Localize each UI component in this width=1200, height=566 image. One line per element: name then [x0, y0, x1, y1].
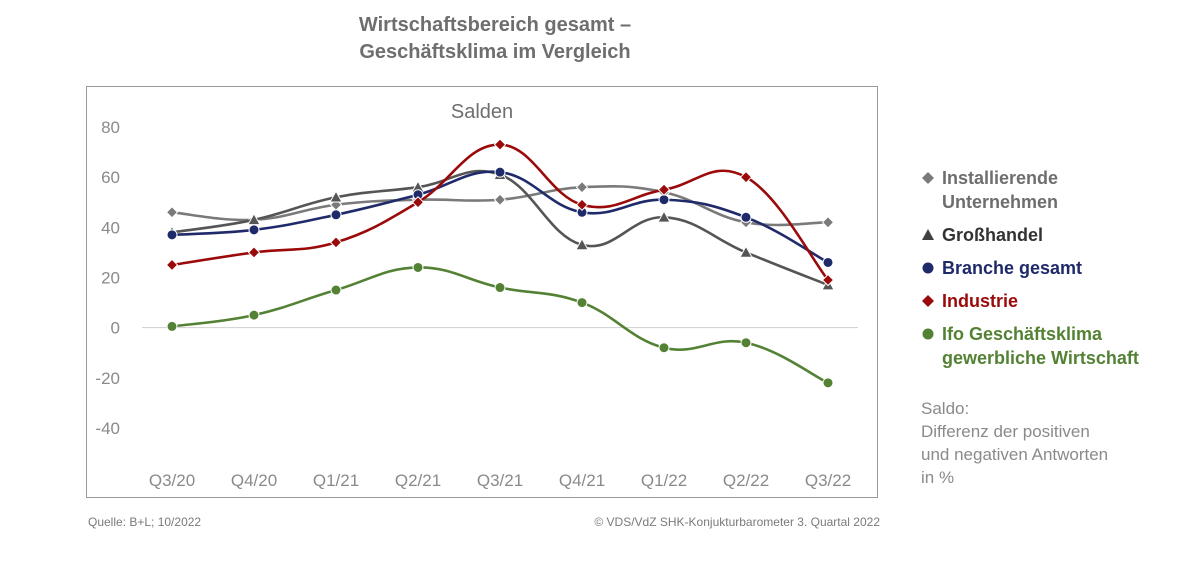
circle-marker	[822, 256, 834, 268]
legend-label-line-1: Installierende	[942, 168, 1059, 188]
triangle-marker	[657, 210, 671, 223]
legend-label: Branche gesamt	[942, 258, 1083, 278]
circle-marker	[412, 261, 424, 273]
circle-marker	[740, 211, 752, 223]
x-tick-label: Q3/20	[149, 471, 195, 490]
x-tick-label: Q1/21	[313, 471, 359, 490]
y-tick-label: 80	[101, 118, 120, 137]
chart-title: Wirtschaftsbereich gesamt – Geschäftskli…	[290, 12, 700, 66]
x-tick-label: Q3/21	[477, 471, 523, 490]
x-tick-label: Q4/21	[559, 471, 605, 490]
diamond-marker	[411, 196, 425, 209]
x-tick-label: Q4/20	[231, 471, 277, 490]
y-tick-label: 0	[111, 319, 120, 338]
diamond-marker	[821, 273, 835, 287]
legend-marker-diamond-icon	[922, 295, 934, 307]
circle-marker	[330, 209, 342, 221]
legend-item-installierende: Installierende Unternehmen	[918, 166, 1188, 214]
diamond-marker	[575, 198, 589, 211]
chart-legend: Installierende Unternehmen Großhandel Br…	[918, 166, 1188, 379]
chart-title-line-1: Wirtschaftsbereich gesamt –	[358, 14, 632, 36]
circle-marker	[822, 377, 834, 389]
circle-marker	[248, 224, 260, 236]
legend-marker-diamond-icon	[922, 172, 934, 184]
circle-marker	[576, 297, 588, 309]
diamond-marker	[165, 206, 179, 219]
note-line: und negativen Antworten	[921, 445, 1109, 464]
legend-item-industrie: Industrie	[918, 289, 1188, 313]
copyright-note: © VDS/VdZ SHK-Konjukturbarometer 3. Quar…	[594, 515, 880, 529]
y-tick-label: -20	[95, 369, 120, 388]
legend-label: Großhandel	[942, 225, 1044, 245]
triangle-marker	[329, 190, 343, 203]
legend-item-branche-gesamt: Branche gesamt	[918, 256, 1188, 280]
legend-marker-circle-icon	[922, 262, 934, 274]
legend-marker-circle-icon	[922, 328, 934, 340]
legend-label-line-2: Unternehmen	[942, 192, 1059, 212]
diamond-marker	[165, 258, 179, 272]
note-line: in %	[921, 468, 955, 487]
y-tick-label: 40	[101, 218, 120, 237]
circle-marker	[248, 309, 260, 321]
note-line: Differenz der positiven	[921, 422, 1090, 441]
circle-marker	[494, 282, 506, 294]
diamond-marker	[657, 183, 671, 196]
saldo-note: Saldo: Differenz der positiven und negat…	[921, 397, 1181, 489]
chart-frame	[86, 86, 878, 498]
diamond-marker	[821, 216, 835, 229]
y-tick-label: 60	[101, 168, 120, 187]
diamond-marker	[739, 170, 753, 184]
legend-marker-triangle-icon	[922, 229, 934, 240]
circle-marker	[740, 337, 752, 349]
chart-subtitle: Salden	[451, 101, 513, 123]
circle-marker	[658, 194, 670, 206]
y-tick-label: 20	[101, 269, 120, 288]
diamond-marker	[493, 138, 507, 151]
circle-marker	[494, 166, 506, 178]
y-tick-label: -40	[95, 419, 120, 438]
diamond-marker	[329, 236, 343, 249]
diamond-marker	[247, 246, 261, 259]
chart-title-line-2: Geschäftsklima im Vergleich	[359, 41, 631, 63]
source-note: Quelle: B+L; 10/2022	[88, 515, 202, 529]
legend-item-grosshandel: Großhandel	[918, 223, 1188, 247]
diamond-marker	[575, 180, 589, 194]
x-tick-label: Q1/22	[641, 471, 687, 490]
legend-label-line-2: gewerbliche Wirtschaft	[942, 348, 1139, 368]
legend-label-line-1: Ifo Geschäftsklima	[942, 324, 1103, 344]
circle-marker	[330, 284, 342, 296]
x-tick-label: Q2/22	[723, 471, 769, 490]
note-line: Saldo:	[921, 399, 970, 418]
circle-marker	[166, 229, 178, 241]
diamond-marker	[493, 193, 507, 206]
x-tick-label: Q2/21	[395, 471, 441, 490]
legend-label: Industrie	[942, 291, 1019, 311]
triangle-marker	[739, 245, 753, 258]
x-tick-label: Q3/22	[805, 471, 851, 490]
circle-marker	[166, 320, 178, 332]
circle-marker	[658, 342, 670, 354]
legend-item-ifo: Ifo Geschäftsklima gewerbliche Wirtschaf…	[918, 322, 1188, 370]
triangle-marker	[575, 237, 589, 251]
